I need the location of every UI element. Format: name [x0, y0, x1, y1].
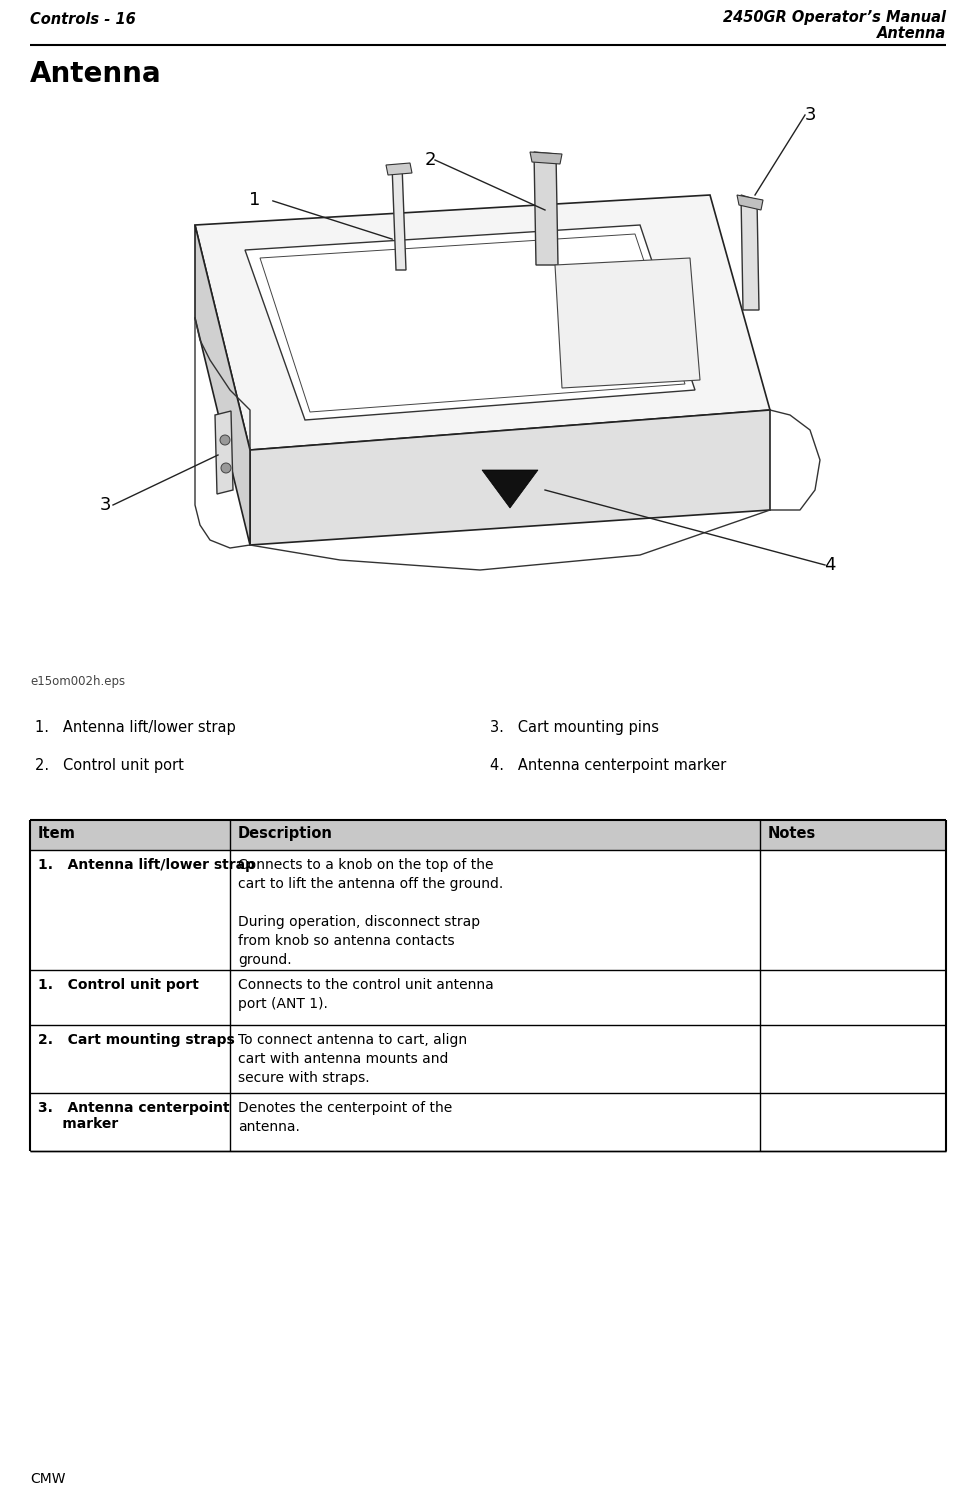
- Circle shape: [572, 311, 608, 349]
- Text: e15om002h.eps: e15om002h.eps: [30, 675, 125, 688]
- Polygon shape: [250, 410, 770, 545]
- FancyBboxPatch shape: [30, 820, 946, 849]
- Text: Antenna: Antenna: [876, 25, 946, 42]
- Text: Description: Description: [238, 825, 333, 840]
- Text: 2450GR Operator’s Manual: 2450GR Operator’s Manual: [723, 10, 946, 25]
- Polygon shape: [741, 195, 759, 310]
- Text: Item: Item: [38, 825, 76, 840]
- Polygon shape: [215, 411, 233, 495]
- Circle shape: [221, 463, 231, 472]
- Circle shape: [220, 435, 230, 446]
- Text: 3: 3: [804, 106, 816, 124]
- Text: To connect antenna to cart, align
cart with antenna mounts and
secure with strap: To connect antenna to cart, align cart w…: [238, 1033, 468, 1085]
- Text: 1.   Control unit port: 1. Control unit port: [38, 977, 199, 992]
- Polygon shape: [482, 469, 538, 508]
- Polygon shape: [534, 152, 558, 265]
- Polygon shape: [392, 165, 406, 270]
- Polygon shape: [195, 195, 770, 450]
- Polygon shape: [555, 258, 700, 387]
- Text: 4.   Antenna centerpoint marker: 4. Antenna centerpoint marker: [490, 758, 726, 773]
- Text: 1: 1: [249, 191, 261, 209]
- Text: 1.   Antenna lift/lower strap: 1. Antenna lift/lower strap: [38, 858, 255, 872]
- Polygon shape: [386, 162, 412, 174]
- Polygon shape: [737, 195, 763, 210]
- Text: Notes: Notes: [768, 825, 816, 840]
- Text: Connects to the control unit antenna
port (ANT 1).: Connects to the control unit antenna por…: [238, 977, 494, 1010]
- Text: 2.   Control unit port: 2. Control unit port: [35, 758, 183, 773]
- Text: CMW: CMW: [30, 1472, 65, 1486]
- Text: Antenna: Antenna: [30, 60, 162, 88]
- Text: 4: 4: [825, 556, 835, 574]
- Text: 3: 3: [100, 496, 110, 514]
- Text: Denotes the centerpoint of the
antenna.: Denotes the centerpoint of the antenna.: [238, 1101, 452, 1134]
- Text: 2.   Cart mounting straps: 2. Cart mounting straps: [38, 1033, 235, 1047]
- Text: Controls - 16: Controls - 16: [30, 12, 136, 27]
- Text: 3.   Antenna centerpoint: 3. Antenna centerpoint: [38, 1101, 229, 1115]
- Text: marker: marker: [38, 1118, 118, 1131]
- Polygon shape: [245, 225, 695, 420]
- Text: 2: 2: [425, 150, 435, 168]
- Text: 3.   Cart mounting pins: 3. Cart mounting pins: [490, 720, 659, 735]
- Polygon shape: [195, 225, 250, 545]
- Text: 1.   Antenna lift/lower strap: 1. Antenna lift/lower strap: [35, 720, 236, 735]
- Text: Connects to a knob on the top of the
cart to lift the antenna off the ground.

D: Connects to a knob on the top of the car…: [238, 858, 504, 967]
- Polygon shape: [530, 152, 562, 164]
- Circle shape: [580, 320, 600, 340]
